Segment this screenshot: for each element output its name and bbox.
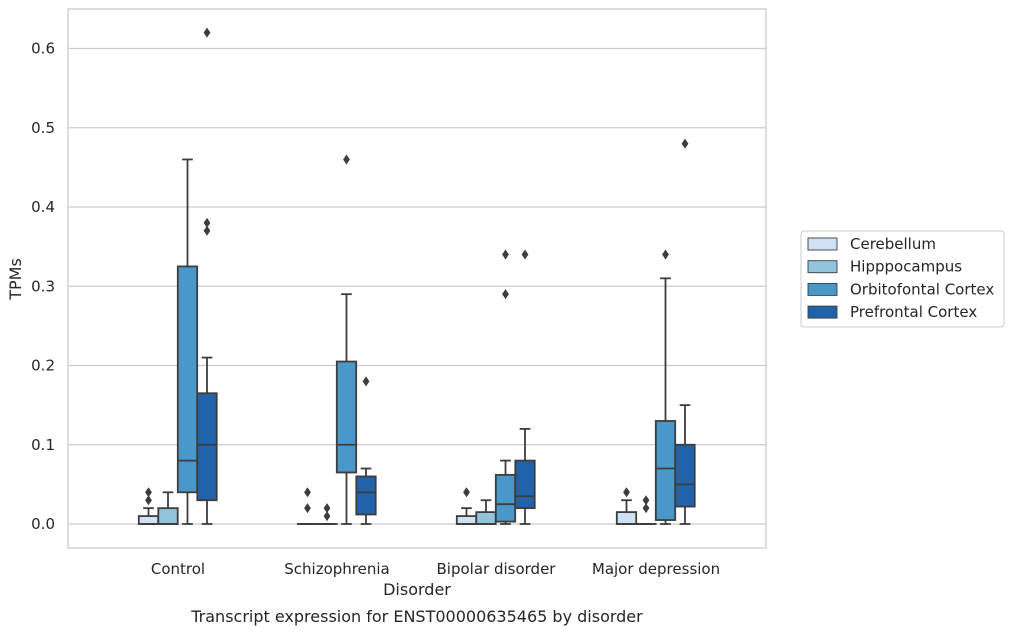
legend-swatch xyxy=(807,237,838,251)
plot-frame xyxy=(67,8,767,549)
outlier-marker xyxy=(323,511,331,522)
outlier-marker xyxy=(203,217,211,228)
box-plot xyxy=(316,503,338,525)
outlier-marker xyxy=(681,138,689,149)
outlier-marker xyxy=(642,495,650,506)
outlier-marker xyxy=(623,487,630,498)
x-axis-label: Disorder xyxy=(383,580,451,599)
outlier-marker xyxy=(642,503,650,514)
y-tick-label: 0.0 xyxy=(31,515,55,533)
outlier-marker xyxy=(463,487,470,498)
x-axis-ticks: Control Schizophrenia Bipolar disorder Majo… xyxy=(151,560,720,578)
legend-swatch xyxy=(807,282,838,296)
box-plot xyxy=(335,154,358,525)
x-tick-label: Control xyxy=(151,560,205,578)
box xyxy=(615,511,638,525)
outlier-marker xyxy=(502,289,509,300)
box xyxy=(514,459,536,510)
box xyxy=(335,360,358,474)
legend-entry: Orbitofontal Cortex xyxy=(850,280,994,298)
box-plot xyxy=(514,249,536,525)
y-tick-label: 0.1 xyxy=(31,436,55,454)
outlier-marker xyxy=(521,249,529,260)
legend-swatch xyxy=(807,260,838,274)
box-plot xyxy=(196,27,218,525)
box-plot xyxy=(455,487,478,525)
x-tick-label: Major depression xyxy=(592,560,720,578)
box xyxy=(674,443,696,508)
legend-swatch xyxy=(807,305,838,319)
legend-frame xyxy=(800,230,1005,328)
outlier-marker xyxy=(323,503,331,514)
outlier-marker xyxy=(203,225,211,236)
outlier-marker xyxy=(662,249,669,260)
box xyxy=(355,475,377,516)
y-tick-label: 0.6 xyxy=(31,40,55,58)
box-plot xyxy=(654,249,677,525)
outlier-marker xyxy=(343,154,350,165)
box xyxy=(196,392,218,502)
box-groups xyxy=(137,27,696,525)
legend-entry: Prefrontal Cortex xyxy=(850,303,977,321)
box-plot xyxy=(635,495,657,525)
box-plot xyxy=(157,491,179,525)
box-plot xyxy=(176,158,199,525)
box-plot xyxy=(137,487,160,525)
y-axis-ticks: 0.0 0.1 0.2 0.3 0.4 0.5 0.6 xyxy=(31,40,55,534)
y-tick-label: 0.2 xyxy=(31,357,55,375)
outlier-marker xyxy=(145,495,152,506)
box xyxy=(157,507,179,525)
box xyxy=(654,420,677,521)
y-tick-label: 0.4 xyxy=(31,198,55,216)
box-plot xyxy=(615,487,638,525)
legend-entry: Hipppocampus xyxy=(850,258,962,276)
y-tick-label: 0.5 xyxy=(31,119,55,137)
legend-entry: Cerebellum xyxy=(850,235,936,253)
outlier-marker xyxy=(145,487,152,498)
box xyxy=(475,511,497,525)
outlier-marker xyxy=(304,487,311,498)
box xyxy=(176,265,199,494)
box-plot xyxy=(674,138,696,525)
outlier-marker xyxy=(362,376,370,387)
box xyxy=(137,515,160,525)
x-tick-label: Bipolar disorder xyxy=(437,560,557,578)
y-tick-label: 0.3 xyxy=(31,277,55,295)
legend: Cerebellum Hipppocampus Orbitofontal Corte… xyxy=(800,230,1005,328)
box-plot xyxy=(494,249,517,525)
box xyxy=(455,515,478,525)
box xyxy=(494,473,517,523)
outlier-marker xyxy=(502,249,509,260)
chart-caption: Transcript expression for ENST0000063546… xyxy=(190,607,643,626)
x-tick-label: Schizophrenia xyxy=(284,560,389,578)
outlier-marker xyxy=(304,503,311,514)
outlier-marker xyxy=(203,27,211,38)
y-axis-label: TPMs xyxy=(6,258,25,301)
box-plot xyxy=(296,487,319,525)
box-plot xyxy=(355,376,377,525)
box-plot xyxy=(475,499,497,525)
